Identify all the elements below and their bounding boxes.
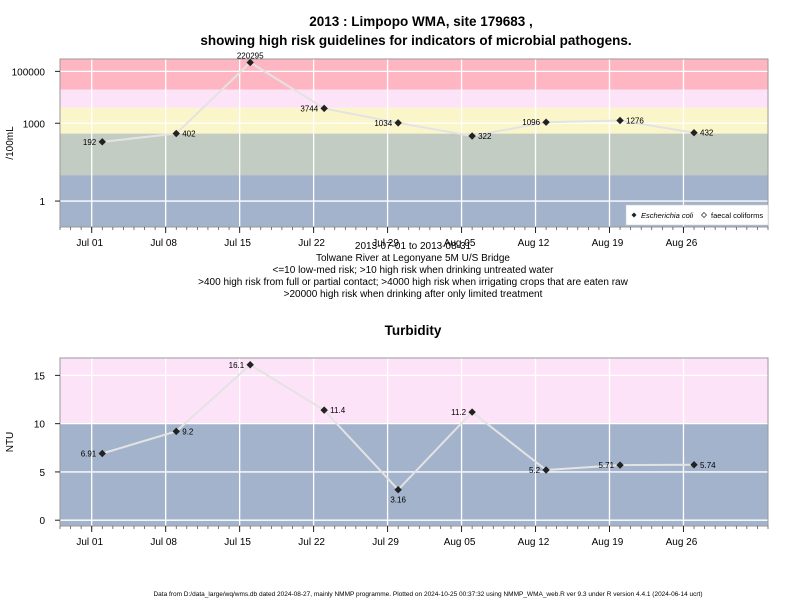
data-label: 9.2 <box>182 427 194 436</box>
risk-band-1 <box>60 133 768 176</box>
site-name-caption: Tolwane River at Legonyane 5M U/S Bridge <box>316 253 510 264</box>
y-tick-label: 15 <box>34 371 46 382</box>
x-tick-label: Jul 29 <box>372 238 399 249</box>
data-point <box>616 461 624 469</box>
x-tick-label: Jul 22 <box>298 238 325 249</box>
x-tick-label: Aug 05 <box>444 238 476 249</box>
x-tick-label: Jul 29 <box>372 537 399 548</box>
plot-frame <box>59 58 769 228</box>
risk-band-3 <box>60 89 768 108</box>
y-tick-label: 1000 <box>23 119 46 130</box>
x-tick-label: Jul 01 <box>76 238 103 249</box>
data-point <box>394 485 402 494</box>
data-point <box>320 406 328 414</box>
data-label: 5.74 <box>700 461 716 470</box>
data-point <box>246 361 254 369</box>
plot-frame <box>59 357 769 527</box>
data-point <box>542 118 550 126</box>
data-label: 1034 <box>374 119 392 128</box>
data-label: 5.71 <box>598 461 614 470</box>
legend-label-ecoli: Escherichia coli <box>641 211 693 220</box>
x-tick-label: Aug 19 <box>592 238 624 249</box>
y-tick-label: 10 <box>34 420 46 431</box>
data-label: 11.4 <box>330 406 346 415</box>
figure-title-line-1: 2013 : Limpopo WMA, site 179683 , <box>309 14 533 29</box>
data-point <box>320 104 328 113</box>
x-tick-label: Aug 12 <box>518 537 550 548</box>
guideline-caption-1: <=10 low-med risk; >10 high risk when dr… <box>273 265 555 276</box>
y-axis-label: NTU <box>5 432 16 453</box>
data-label: 432 <box>700 129 714 138</box>
ecoli-chart-panel: Jul 01 Jul 08 Jul 15 Jul 22 Jul 29 Aug 05 Aug … <box>5 51 769 249</box>
data-point <box>172 129 180 138</box>
x-tick-label: Jul 15 <box>224 537 251 548</box>
data-label: 1096 <box>522 118 540 127</box>
figure-title-line-2: showing high risk guidelines for indicat… <box>200 33 631 48</box>
legend-label-faecal: faecal coliforms <box>711 211 763 220</box>
date-range-caption: 2013-07-01 to 2013-08-31 <box>355 241 472 252</box>
data-point <box>172 427 180 436</box>
legend-marker-ecoli <box>631 212 637 218</box>
x-tick-label: Jul 15 <box>224 238 251 249</box>
legend-marker-faecal <box>700 211 708 219</box>
y-tick-label: 100000 <box>12 67 46 78</box>
risk-band-1 <box>60 358 768 424</box>
legend-box <box>625 204 769 226</box>
data-label: 220295 <box>237 51 264 60</box>
y-tick-label: 1 <box>39 197 45 208</box>
risk-band-4 <box>60 59 768 90</box>
x-tick-label: Aug 12 <box>518 238 550 249</box>
data-point <box>98 138 106 146</box>
x-tick-label: Aug 19 <box>592 537 624 548</box>
data-point <box>98 449 106 458</box>
turbidity-chart-title: Turbidity <box>385 323 442 338</box>
data-point <box>616 116 624 125</box>
x-tick-label: Jul 22 <box>298 537 325 548</box>
data-point <box>394 119 402 127</box>
risk-band-2 <box>60 107 768 134</box>
x-tick-label: Aug 26 <box>666 238 698 249</box>
x-tick-label: Aug 05 <box>444 537 476 548</box>
turbidity-chart-panel: Jul 01 Jul 08 Jul 15 Jul 22 Jul 29 Aug 05 Aug … <box>5 357 769 548</box>
data-point <box>468 408 476 416</box>
x-tick-label: Jul 08 <box>150 537 177 548</box>
data-label: 3744 <box>300 104 318 113</box>
data-point <box>690 461 698 469</box>
y-axis-label: /100mL <box>5 126 16 160</box>
data-label: 6.91 <box>81 449 97 458</box>
data-label: 11.2 <box>451 408 467 417</box>
guideline-caption-2: >400 high risk from full or partial cont… <box>198 277 628 288</box>
y-tick-label: 5 <box>39 468 45 479</box>
x-tick-label: Jul 08 <box>150 238 177 249</box>
data-label: 322 <box>478 132 492 141</box>
data-label: 3.16 <box>390 496 406 505</box>
data-label: 1276 <box>626 117 644 126</box>
data-label: 5.2 <box>529 466 541 475</box>
data-label: 192 <box>83 138 97 147</box>
data-point <box>246 58 254 67</box>
guideline-caption-3: >20000 high risk when drinking after onl… <box>284 289 543 300</box>
x-tick-label: Aug 26 <box>666 537 698 548</box>
risk-band-0 <box>60 423 768 526</box>
x-tick-label: Jul 01 <box>76 537 103 548</box>
y-tick-label: 0 <box>39 516 45 527</box>
data-point <box>690 128 698 137</box>
data-point <box>542 466 550 474</box>
data-label: 402 <box>182 130 196 139</box>
footer-note: Data from D:/data_large/wq/wms.db dated … <box>153 591 702 598</box>
data-point <box>468 132 476 140</box>
data-label: 16.1 <box>229 361 245 370</box>
